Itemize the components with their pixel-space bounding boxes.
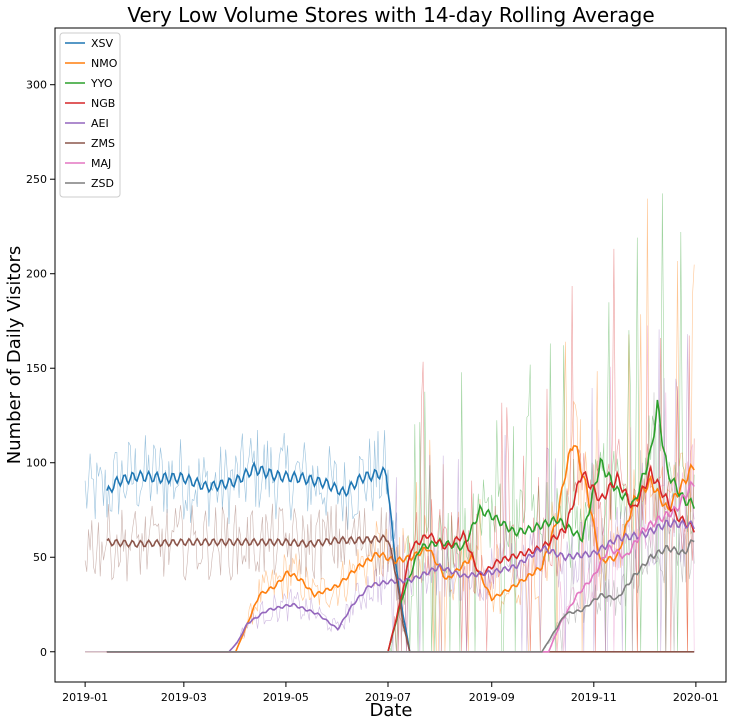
legend: XSV NMO YYO NGB AEI ZMS MAJ ZSD <box>59 32 121 198</box>
legend-entry: AEI <box>91 117 109 130</box>
x-tick-label: 2019-05 <box>263 691 309 704</box>
series-line-zsd <box>106 539 695 653</box>
series-line-zms <box>106 534 695 653</box>
legend-entry: XSV <box>91 37 114 50</box>
legend-entry: MAJ <box>91 157 111 170</box>
y-axis: 0 50 100 150 200 250 300 <box>26 79 55 659</box>
plot-frame <box>54 27 727 683</box>
y-tick-label: 150 <box>26 362 47 375</box>
x-tick-label: 2019-01 <box>62 691 108 704</box>
x-tick-label: 2019-03 <box>161 691 207 704</box>
y-tick-label: 100 <box>26 457 47 470</box>
x-tick-label: 2020-01 <box>673 691 719 704</box>
y-tick-label: 250 <box>26 173 47 186</box>
y-tick-label: 300 <box>26 79 47 92</box>
y-axis-label: Number of Daily Visitors <box>4 246 25 465</box>
legend-entry: ZSD <box>91 177 114 190</box>
x-tick-label: 2019-07 <box>365 691 411 704</box>
series-line-xsv <box>106 460 411 652</box>
legend-entry: YYO <box>90 77 113 90</box>
legend-entry: NGB <box>91 97 115 110</box>
y-tick-label: 0 <box>40 646 47 659</box>
legend-box <box>59 32 121 198</box>
chart-title: Very Low Volume Stores with 14-day Rolli… <box>127 3 654 27</box>
x-axis: 2019-01 2019-03 2019-05 2019-07 2019-09 2019-… <box>62 682 719 704</box>
legend-entry: ZMS <box>91 137 115 150</box>
x-tick-label: 2019-09 <box>469 691 515 704</box>
rolling-average-lines <box>106 399 695 653</box>
x-axis-label: Date <box>369 700 412 721</box>
x-tick-label: 2019-11 <box>571 691 617 704</box>
y-tick-label: 50 <box>33 551 47 564</box>
legend-entry: NMO <box>91 57 118 70</box>
y-tick-label: 200 <box>26 268 47 281</box>
